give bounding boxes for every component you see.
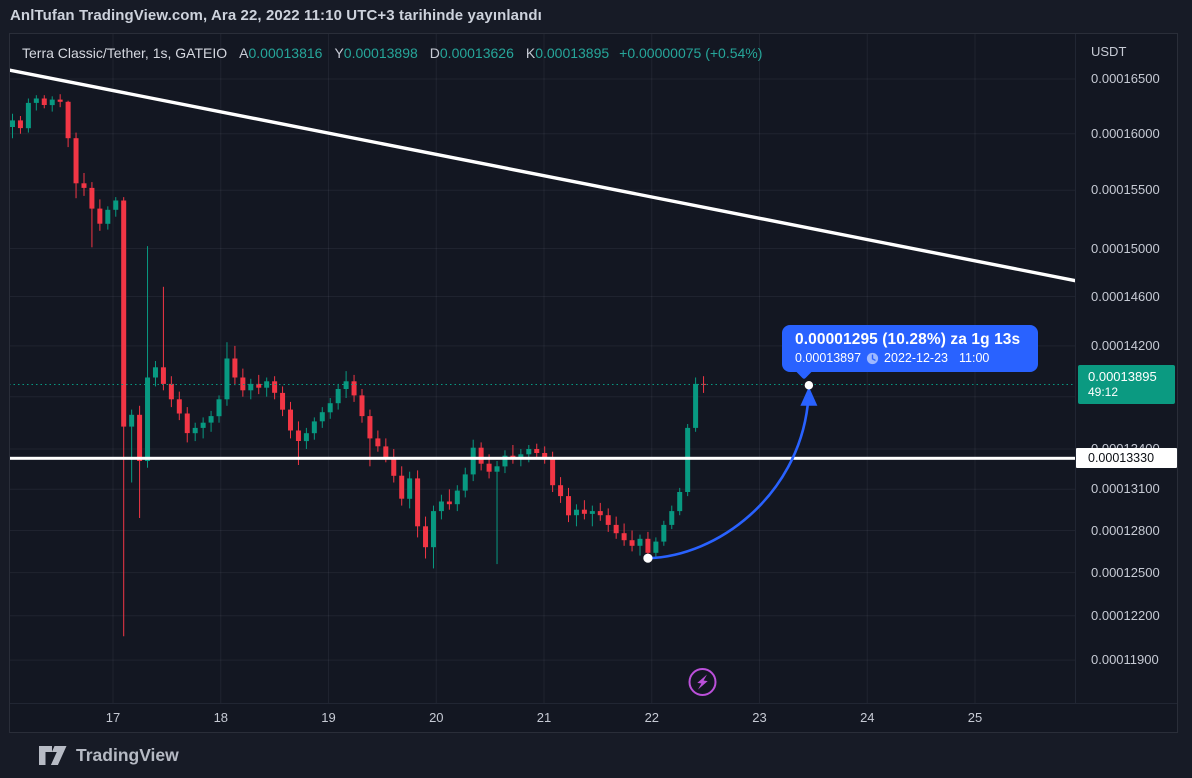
price-tick: 0.00012500 bbox=[1091, 564, 1160, 580]
tooltip-headline: 0.00001295 (10.28%) za 1g 13s bbox=[795, 331, 1021, 348]
tradingview-brand-text[interactable]: TradingView bbox=[76, 745, 179, 765]
current-price-label: 0.00013895 49:12 bbox=[1078, 365, 1175, 404]
candles-layer bbox=[10, 94, 707, 637]
symbol-title[interactable]: Terra Classic/Tether, 1s, GATEIO bbox=[22, 45, 228, 61]
high-value: 0.00013898 bbox=[343, 45, 418, 61]
clock-icon bbox=[866, 352, 879, 364]
time-tick: 21 bbox=[536, 710, 552, 725]
projection-arrow-curve[interactable] bbox=[647, 405, 809, 560]
price-tick: 0.00011900 bbox=[1091, 652, 1159, 668]
horizontal-line-drawing[interactable] bbox=[9, 456, 1075, 460]
current-price-value: 0.00013895 bbox=[1088, 369, 1157, 384]
price-tick: 0.00015500 bbox=[1091, 182, 1160, 198]
candlestick-chart[interactable] bbox=[7, 33, 1079, 703]
time-tick: 17 bbox=[105, 710, 121, 725]
publish-title-bar: AnlTufan TradingView.com, Ara 22, 2022 1… bbox=[0, 0, 1192, 33]
bar-countdown: 49:12 bbox=[1088, 385, 1119, 399]
price-tick: 0.00014200 bbox=[1091, 337, 1160, 353]
time-tick: 25 bbox=[967, 710, 983, 725]
tooltip-date: 2022-12-23 bbox=[884, 351, 948, 365]
open-key: A bbox=[239, 45, 249, 61]
low-key: D bbox=[429, 45, 440, 61]
axis-currency-label: USDT bbox=[1091, 44, 1127, 59]
price-axis[interactable]: USDT 0.00016500 0.00016000 0.00015500 0.000… bbox=[1075, 33, 1178, 703]
high-key: Y bbox=[334, 45, 344, 61]
close-key: K bbox=[525, 45, 536, 61]
low-value: 0.00013626 bbox=[439, 45, 514, 61]
time-tick: 24 bbox=[860, 710, 875, 725]
time-tick: 22 bbox=[644, 710, 660, 725]
price-tick: 0.00012200 bbox=[1091, 607, 1160, 623]
publish-title: AnlTufan TradingView.com, Ara 22, 2022 1… bbox=[10, 7, 542, 24]
time-tick: 20 bbox=[429, 710, 444, 725]
tooltip-price: 0.00013897 bbox=[795, 351, 862, 365]
close-value: 0.00013895 bbox=[535, 45, 610, 61]
line-price-label: 0.00013330 bbox=[1076, 448, 1177, 469]
change-value: +0.00000075 (+0.54%) bbox=[619, 45, 763, 61]
grid-lines bbox=[9, 33, 1075, 703]
price-tick: 0.00016000 bbox=[1091, 125, 1160, 141]
chart-legend: Terra Classic/Tether, 1s, GATEIO A0.00013… bbox=[22, 45, 762, 61]
tradingview-logo-icon[interactable] bbox=[38, 745, 68, 767]
open-value: 0.00013816 bbox=[248, 45, 323, 61]
time-tick: 23 bbox=[752, 710, 767, 725]
projection-arrowhead bbox=[800, 386, 818, 406]
arrow-end-dot bbox=[804, 381, 814, 390]
trendline-drawing[interactable] bbox=[7, 68, 1079, 283]
price-tick: 0.00013100 bbox=[1091, 481, 1160, 497]
time-tick: 18 bbox=[213, 710, 229, 725]
lightning-marker-icon[interactable] bbox=[688, 668, 717, 696]
price-tick: 0.00016500 bbox=[1091, 71, 1160, 86]
footer-bar: TradingView bbox=[0, 733, 1192, 778]
tooltip-time: 11:00 bbox=[959, 351, 990, 365]
projection-tooltip[interactable]: 0.00001295 (10.28%) za 1g 13s 0.00013897… bbox=[782, 325, 1038, 380]
price-tick: 0.00015000 bbox=[1091, 240, 1160, 256]
price-tick: 0.00014600 bbox=[1091, 288, 1160, 304]
time-axis[interactable]: 17 18 19 20 21 22 23 24 25 bbox=[9, 703, 1178, 733]
time-tick: 19 bbox=[321, 710, 336, 725]
arrow-start-dot bbox=[643, 553, 653, 563]
price-tick: 0.00012800 bbox=[1091, 522, 1160, 538]
